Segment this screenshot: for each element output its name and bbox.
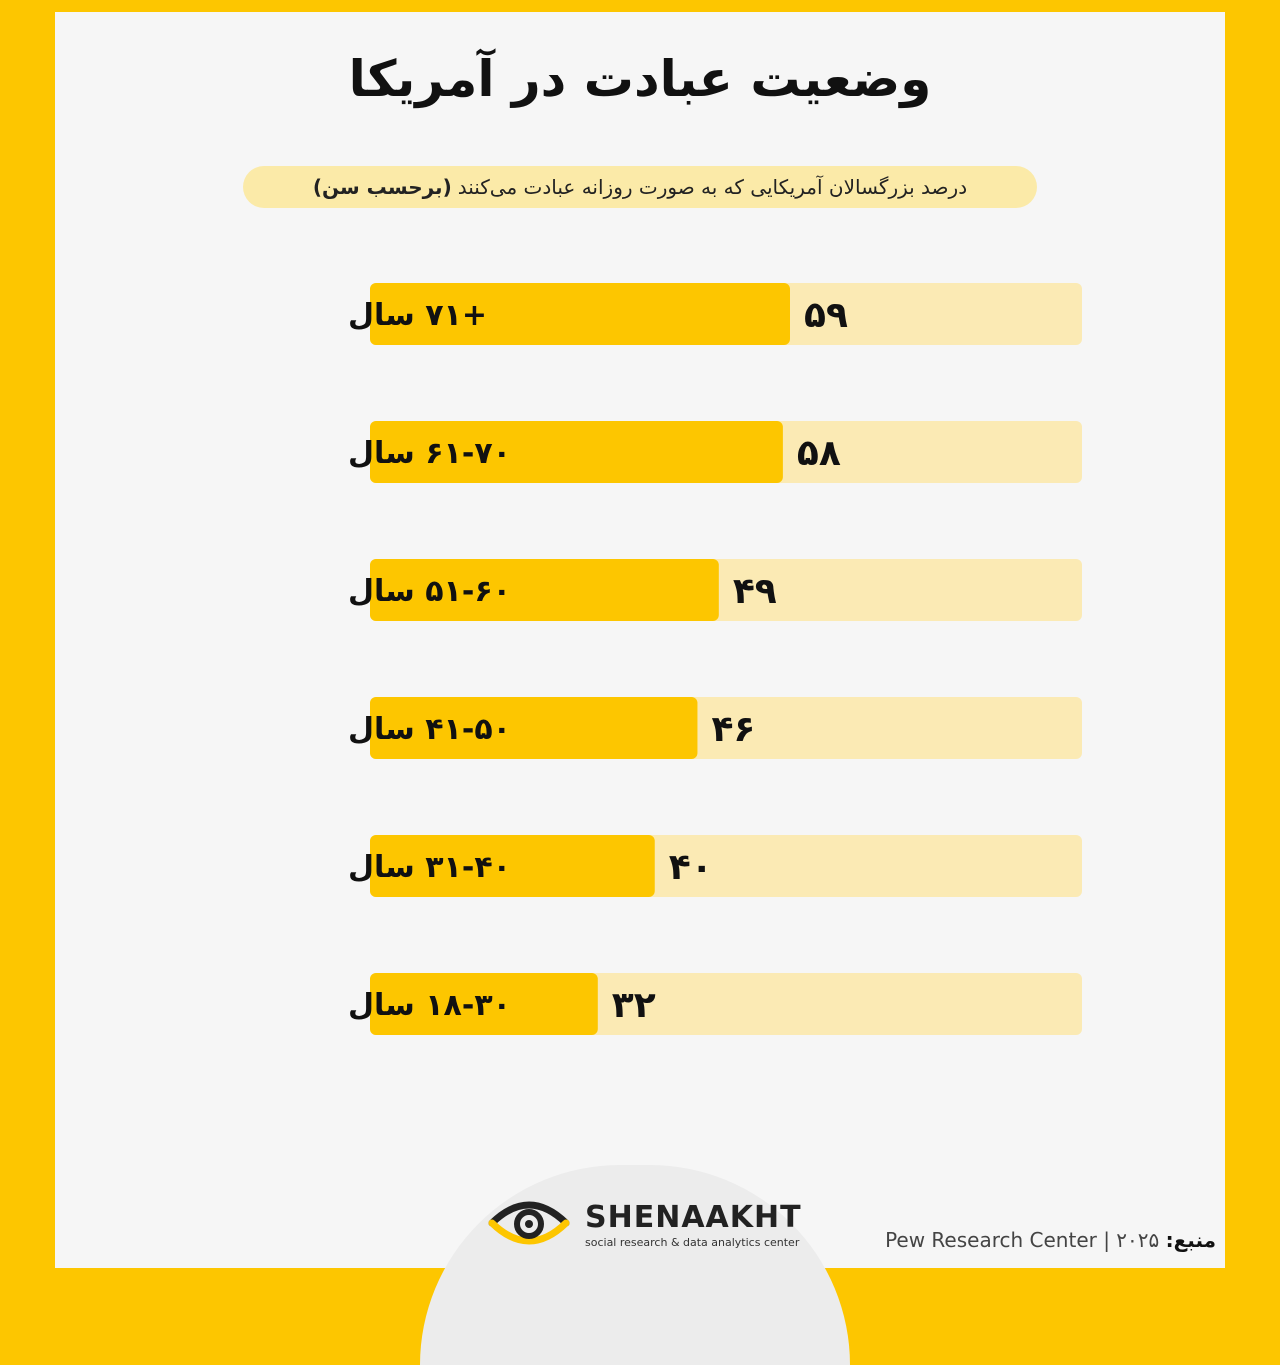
bar	[370, 835, 655, 897]
category-label: ۳۱-۴۰ سال	[348, 850, 511, 885]
logo-tagline: social research & data analytics center	[585, 1236, 800, 1249]
source-label: منبع:	[1165, 1228, 1216, 1252]
source-credit: منبع: Pew Research Center | ۲۰۲۵	[885, 1228, 1216, 1252]
bar	[370, 421, 783, 483]
source-text: Pew Research Center | ۲۰۲۵	[885, 1228, 1160, 1252]
category-label: ۱۸-۳۰ سال	[348, 988, 511, 1023]
category-label: ۶۱-۷۰ سال	[348, 436, 511, 471]
logo-name: SHENAAKHT	[585, 1200, 802, 1235]
bar	[370, 697, 698, 759]
bar	[370, 559, 719, 621]
subtitle-emphasis: (برحسب سن)	[312, 175, 452, 199]
bar	[370, 283, 790, 345]
value-label: ۳۲	[612, 985, 656, 1026]
bar	[370, 973, 598, 1035]
card-background	[55, 12, 1225, 1268]
chart-title: وضعیت عبادت در آمریکا	[348, 50, 932, 108]
bar-chart: ۵۹ +۷۱ سال ۵۸ ۶۱-۷۰ سال ۴۹ ۵۱-۶۰ سال ۴۶ ۴۱-۵۰ س…	[348, 283, 1082, 1035]
category-label: ۵۱-۶۰ سال	[348, 574, 511, 609]
value-label: ۵۸	[797, 433, 841, 474]
subtitle-text: درصد بزرگسالان آمریکایی که به صورت روزان…	[457, 175, 968, 199]
eye-icon	[488, 1201, 570, 1245]
value-label: ۴۹	[733, 571, 777, 612]
value-label: ۴۰	[669, 847, 713, 888]
value-label: ۵۹	[804, 295, 848, 336]
value-label: ۴۶	[711, 709, 755, 750]
category-label: ۴۱-۵۰ سال	[348, 712, 511, 747]
category-label: +۷۱ سال	[348, 298, 487, 333]
chart-subtitle: درصد بزرگسالان آمریکایی که به صورت روزان…	[243, 166, 1037, 208]
